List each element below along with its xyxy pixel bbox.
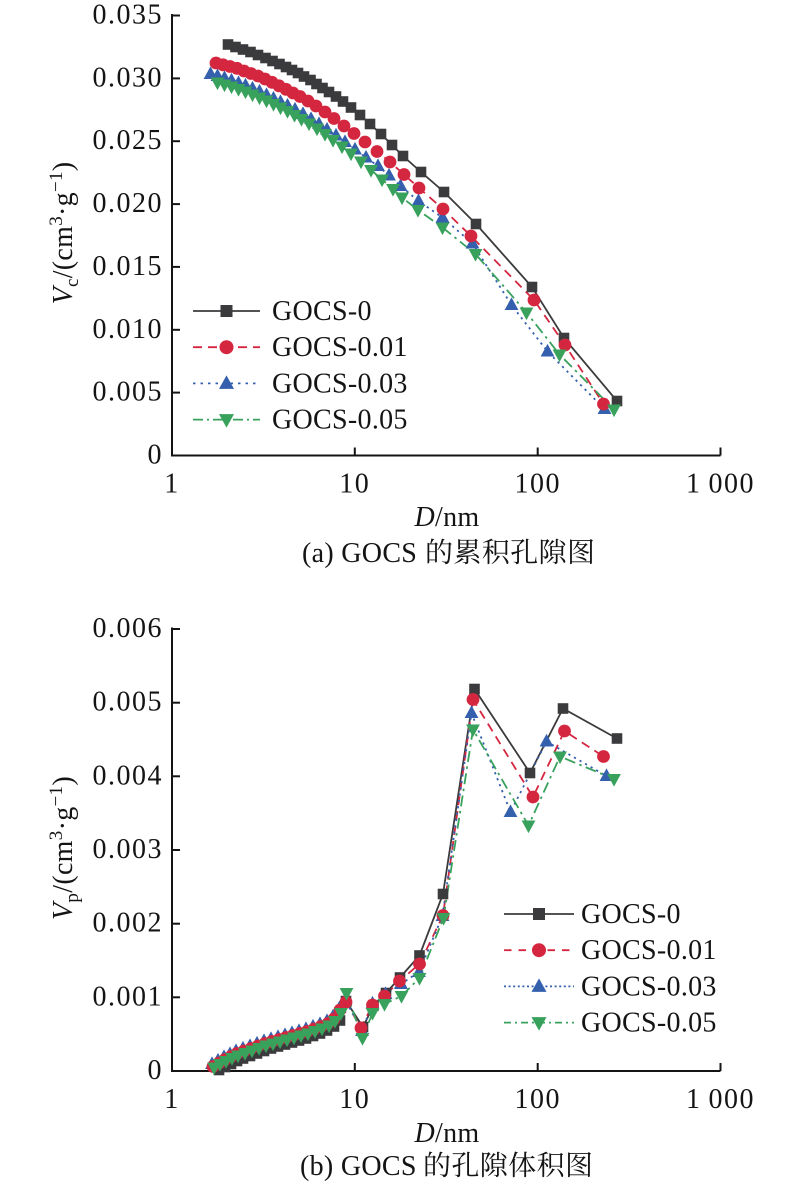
svg-text:0: 0 xyxy=(148,440,164,471)
svg-text:0.025: 0.025 xyxy=(93,125,164,156)
svg-text:1: 1 xyxy=(164,1084,180,1115)
svg-text:(a) GOCS: (a) GOCS xyxy=(302,538,417,569)
svg-text:Vc/(cm3·g−1): Vc/(cm3·g−1) xyxy=(46,162,83,305)
svg-text:10: 10 xyxy=(339,1084,370,1115)
svg-text:0.005: 0.005 xyxy=(93,377,164,408)
svg-text:0: 0 xyxy=(148,1055,164,1086)
svg-text:GOCS-0.03: GOCS-0.03 xyxy=(272,368,408,399)
svg-text:0.002: 0.002 xyxy=(93,908,164,939)
svg-text:0.030: 0.030 xyxy=(93,62,164,93)
svg-text:1 000: 1 000 xyxy=(686,1084,755,1115)
svg-text:0.015: 0.015 xyxy=(93,251,164,282)
svg-text:0.004: 0.004 xyxy=(93,760,164,791)
svg-text:100: 100 xyxy=(514,469,561,500)
svg-text:GOCS-0.03: GOCS-0.03 xyxy=(581,971,717,1002)
svg-text:0.006: 0.006 xyxy=(93,613,164,644)
svg-text:1 000: 1 000 xyxy=(686,469,755,500)
svg-text:D/nm: D/nm xyxy=(414,502,480,533)
svg-text:D/nm: D/nm xyxy=(414,1118,480,1149)
svg-text:GOCS-0.05: GOCS-0.05 xyxy=(272,405,408,436)
svg-text:0.001: 0.001 xyxy=(93,981,164,1012)
svg-text:(b) GOCS: (b) GOCS xyxy=(300,1151,417,1182)
svg-text:Vp/(cm3·g−1): Vp/(cm3·g−1) xyxy=(46,776,83,920)
svg-text:GOCS-0.01: GOCS-0.01 xyxy=(272,332,408,363)
svg-text:1: 1 xyxy=(164,469,180,500)
svg-text:0.005: 0.005 xyxy=(93,687,164,718)
svg-text:GOCS-0.05: GOCS-0.05 xyxy=(581,1008,717,1039)
svg-text:0.020: 0.020 xyxy=(93,188,164,219)
svg-text:100: 100 xyxy=(514,1084,561,1115)
svg-text:0.010: 0.010 xyxy=(93,314,164,345)
svg-text:10: 10 xyxy=(339,469,370,500)
svg-text:0.003: 0.003 xyxy=(93,834,164,865)
svg-text:0.035: 0.035 xyxy=(93,0,164,31)
svg-text:GOCS-0.01: GOCS-0.01 xyxy=(581,935,717,966)
svg-text:GOCS-0: GOCS-0 xyxy=(581,899,681,930)
svg-text:GOCS-0: GOCS-0 xyxy=(272,296,372,327)
